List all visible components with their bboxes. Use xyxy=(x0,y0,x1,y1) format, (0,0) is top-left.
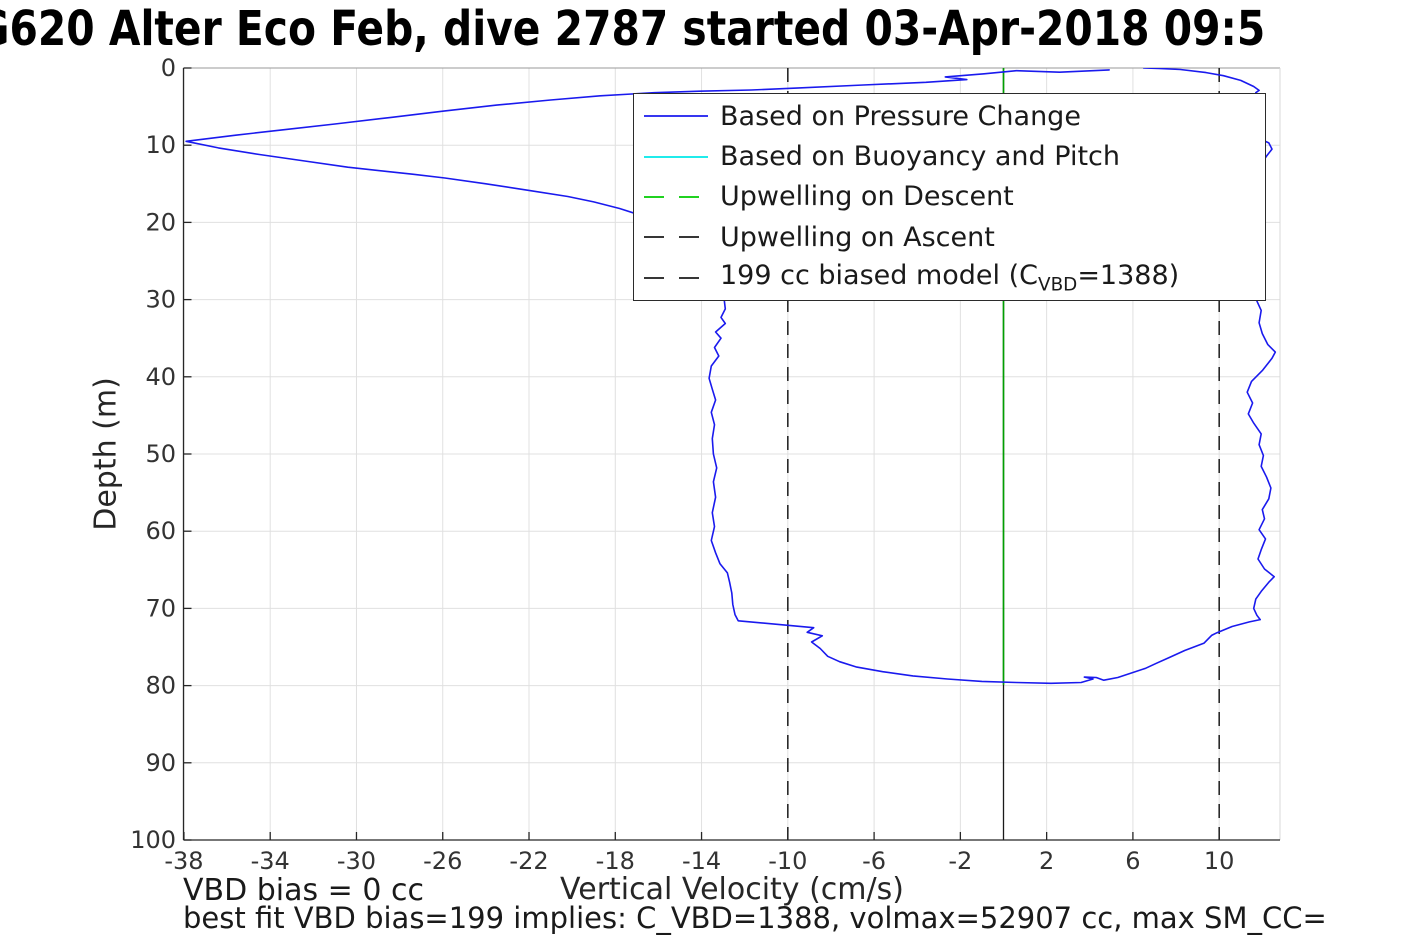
x-tick-label: -38 xyxy=(164,847,203,875)
x-tick-label: -6 xyxy=(862,847,886,875)
x-axis-label: Vertical Velocity (cm/s) xyxy=(560,872,904,907)
figure-title: G620 Alter Eco Feb, dive 2787 started 03… xyxy=(0,1,1265,57)
x-tick-label: 10 xyxy=(1204,847,1235,875)
legend-label: Based on Pressure Change xyxy=(720,100,1081,132)
y-tick-label: 0 xyxy=(161,54,176,82)
legend-entry-1: Based on Buoyancy and Pitch xyxy=(634,138,1265,176)
y-tick-label: 30 xyxy=(145,286,176,314)
y-tick-label: 40 xyxy=(145,363,176,391)
legend-entry-0: Based on Pressure Change xyxy=(634,97,1265,135)
legend-entry-3: Upwelling on Ascent xyxy=(634,218,1265,256)
y-tick-label: 20 xyxy=(145,208,176,236)
legend-entry-2: Upwelling on Descent xyxy=(634,178,1265,216)
y-axis-label: Depth (m) xyxy=(88,377,124,531)
legend-sample-line xyxy=(644,155,708,158)
y-tick-label: 90 xyxy=(145,749,176,777)
x-tick-label: -2 xyxy=(948,847,972,875)
y-tick-label: 50 xyxy=(145,440,176,468)
legend-box: Based on Pressure Change Based on Buoyanc… xyxy=(633,93,1266,301)
tick-labels: -38 -34 -30 -26 -22 -18 -14 -10 -6 -2 2 6 1001020304… xyxy=(130,54,1234,875)
y-tick-label: 60 xyxy=(145,517,176,545)
legend-label-subscript: VBD xyxy=(1038,274,1078,296)
x-tick-label: -26 xyxy=(423,847,462,875)
x-tick-label: -22 xyxy=(509,847,548,875)
x-tick-label: -34 xyxy=(251,847,290,875)
x-tick-label: -30 xyxy=(337,847,376,875)
x-tick-label: -10 xyxy=(768,847,807,875)
figure-title-text: 620 Alter Eco Feb, dive 2787 started 03-… xyxy=(9,1,1266,57)
best-fit-annotation: best fit VBD bias=199 implies: C_VBD=138… xyxy=(183,901,1327,935)
axes xyxy=(182,67,1280,841)
y-tick-label: 10 xyxy=(145,131,176,159)
legend-sample-line xyxy=(644,196,708,198)
legend-label: Based on Buoyancy and Pitch xyxy=(720,141,1120,173)
legend-label: Upwelling on Ascent xyxy=(720,221,995,253)
vbd-bias-annotation: VBD bias = 0 cc xyxy=(183,873,424,908)
x-tick-label: -14 xyxy=(682,847,721,875)
legend-sample-line xyxy=(644,115,708,118)
figure-title-clipped-prefix: G xyxy=(0,1,9,57)
x-tick-label: -18 xyxy=(596,847,635,875)
legend-label: Upwelling on Descent xyxy=(720,181,1014,213)
y-tick-label: 100 xyxy=(130,826,176,854)
y-tick-label: 70 xyxy=(145,594,176,622)
legend-entry-4: 199 cc biased model (CVBD=1388) xyxy=(634,259,1265,297)
x-tick-label: 2 xyxy=(1039,847,1054,875)
y-tick-label: 80 xyxy=(145,672,176,700)
legend-label: 199 cc biased model (CVBD=1388) xyxy=(720,260,1180,296)
legend-sample-line xyxy=(644,276,708,279)
legend-sample-line xyxy=(644,236,708,239)
x-tick-label: 6 xyxy=(1125,847,1140,875)
